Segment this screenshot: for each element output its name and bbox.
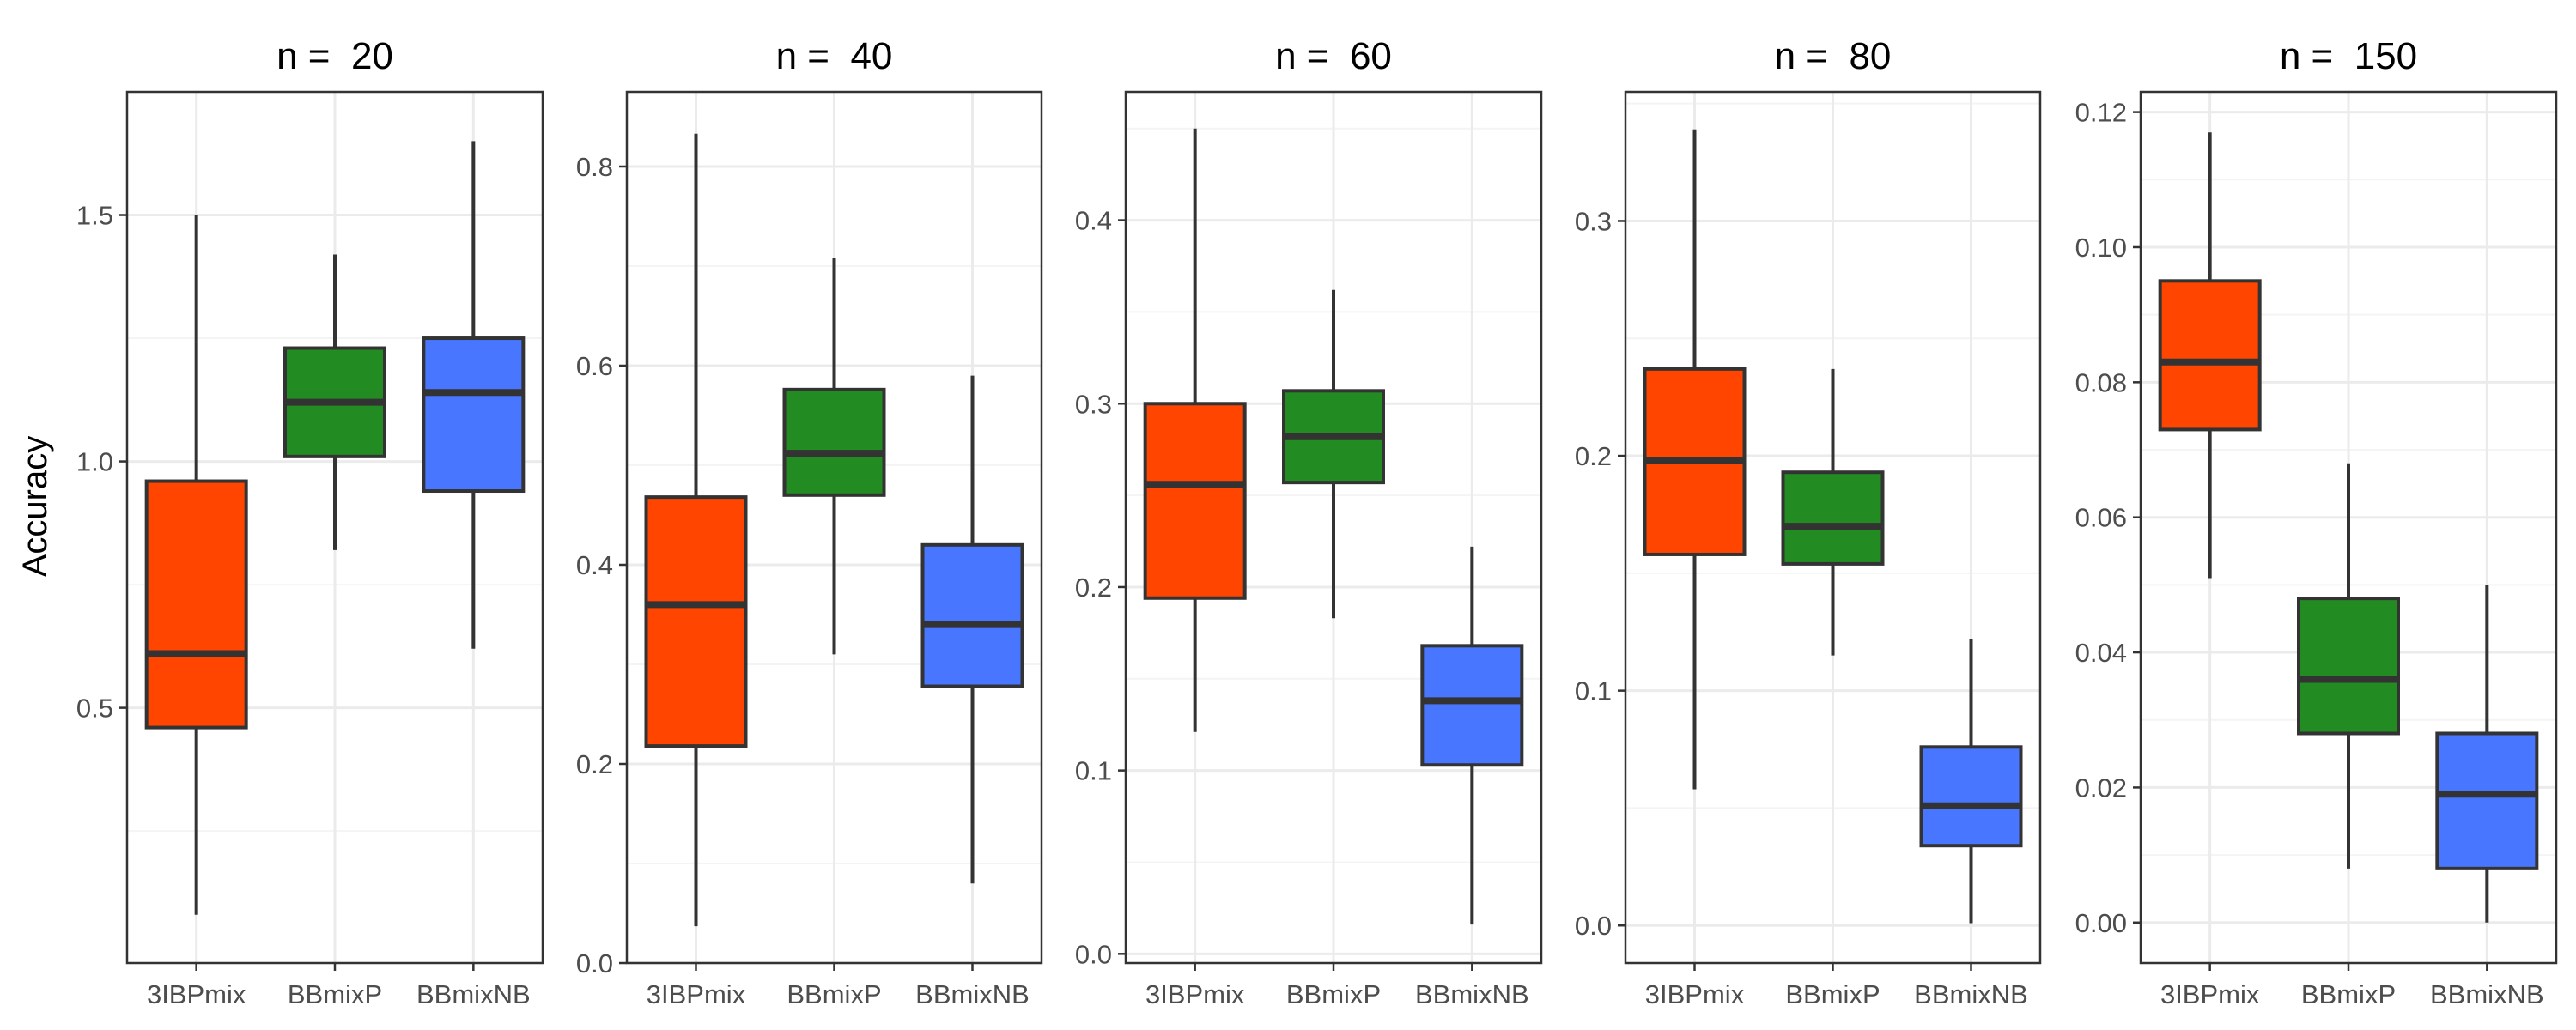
y-tick-label: 0.02 [2075,772,2127,803]
x-tick-label: 3IBPmix [2160,979,2260,1009]
y-tick-label: 0.06 [2075,503,2127,533]
y-tick-label: 0.08 [2075,367,2127,397]
iqr-box [422,336,526,494]
x-tick-label: BBmixNB [1415,979,1529,1009]
box-BBmixNB [1919,639,2023,924]
box-BBmixNB [2435,585,2539,923]
y-tick-label: 0.04 [2075,638,2127,668]
box-3IBPmix [644,133,748,927]
box-3IBPmix [1143,128,1247,732]
y-tick-label: 0.2 [1575,441,1612,471]
box-BBmixNB [422,141,526,649]
panel-5: 0.00 0.02 0.04 0.06 0.08 0.10 0.12 3IBPmix BBmix… [2075,35,2558,1009]
iqr-box [2158,279,2262,432]
box-BBmixP [782,258,886,655]
panel-3: 0.0 0.1 0.2 0.3 0.4 3IBPmix BBmixP BBmixNB n = 6… [1075,35,1543,1009]
x-tick-label: 3IBPmix [647,979,746,1009]
x-tick-label: BBmixNB [2430,979,2544,1009]
x-tick-label: BBmixP [288,979,382,1009]
iqr-box [782,387,886,497]
y-tick-label: 0.5 [76,694,113,724]
y-tick-label: 0.0 [1075,939,1112,969]
panel-title: n = 80 [1775,35,1892,77]
y-tick-label: 0.4 [576,550,613,580]
y-tick-label: 0.1 [1575,676,1612,706]
box-BBmixP [283,254,386,550]
box-3IBPmix [1643,129,1747,790]
y-tick-label: 0.2 [1075,573,1112,603]
box-BBmixNB [920,375,1024,884]
x-tick-label: BBmixP [787,979,881,1009]
box-3IBPmix [2158,132,2262,579]
box-BBmixP [1282,289,1385,619]
x-tick-label: BBmixP [2301,979,2396,1009]
y-tick-label: 1.5 [76,201,113,231]
y-tick-label: 0.2 [576,749,613,779]
x-tick-label: 3IBPmix [1645,979,1745,1009]
box-3IBPmix [144,215,248,915]
box-BBmixNB [1420,546,1524,925]
x-tick-label: BBmixNB [1914,979,2028,1009]
panel-title: n = 40 [776,35,893,77]
iqr-box [144,479,248,730]
iqr-box [644,495,748,748]
iqr-box [920,542,1024,688]
box-BBmixP [1781,368,1885,656]
panel-1: 0.5 1.0 1.5 3IBPmix BBmixP BBmixNB n = 20 [76,35,544,1009]
x-tick-label: BBmixP [1785,979,1880,1009]
iqr-box [1143,402,1247,600]
y-tick-label: 0.10 [2075,233,2127,263]
iqr-box [1919,745,2023,848]
x-tick-label: BBmixP [1286,979,1381,1009]
x-tick-label: BBmixNB [416,979,531,1009]
y-tick-label: 0.1 [1075,756,1112,786]
y-tick-label: 0.8 [576,152,613,182]
panel-title: n = 20 [276,35,393,77]
iqr-box [2297,597,2400,736]
iqr-box [1420,644,1524,767]
y-tick-label: 0.3 [1575,206,1612,236]
x-tick-label: BBmixNB [915,979,1030,1009]
y-tick-label: 0.6 [576,351,613,381]
y-axis-title: Accuracy [16,436,54,578]
y-tick-label: 0.0 [576,948,613,978]
x-tick-label: 3IBPmix [1145,979,1245,1009]
iqr-box [2435,731,2539,870]
y-tick-label: 0.12 [2075,98,2127,128]
panel-4: 0.0 0.1 0.2 0.3 3IBPmix BBmixP BBmixNB n = 80 [1575,35,2042,1009]
x-tick-label: 3IBPmix [147,979,246,1009]
panel-2: 0.0 0.2 0.4 0.6 0.8 3IBPmix BBmixP BBmixNB n = 4… [576,35,1043,1009]
y-tick-label: 0.0 [1575,911,1612,941]
box-BBmixP [2297,463,2400,869]
y-tick-label: 0.00 [2075,908,2127,938]
y-tick-label: 0.4 [1075,206,1112,236]
iqr-box [1781,470,1885,566]
panel-title: n = 60 [1275,35,1392,77]
panel-title: n = 150 [2280,35,2417,77]
y-tick-label: 1.0 [76,447,113,477]
y-tick-label: 0.3 [1075,389,1112,419]
